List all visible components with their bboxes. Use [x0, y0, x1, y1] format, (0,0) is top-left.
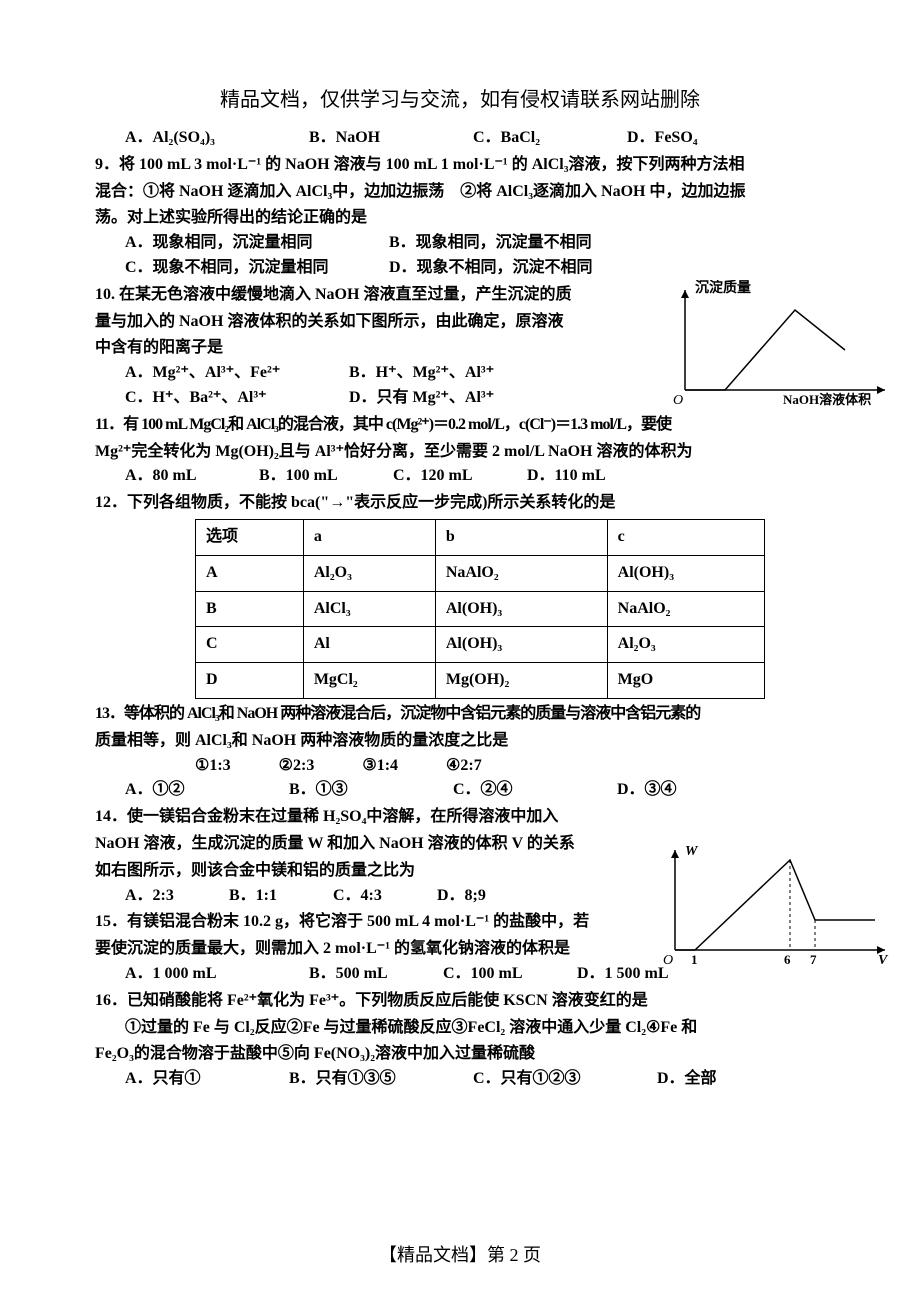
q9-opt-b: B．现象相同，沉淀量不相同 [389, 231, 592, 256]
q11-opt-a: A．80 mL [125, 464, 255, 489]
q10-opt-c: C．H⁺、Ba²⁺、Al³⁺ [125, 386, 345, 411]
q13-options: A．①② B．①③ C．②④ D．③④ [95, 778, 825, 803]
q12-stem: 12．下列各组物质，不能按 bca("→"表示反应一步完成)所示关系转化的是 [95, 491, 825, 516]
q11-stem1: 11．有 100 mL MgCl₂和 AlCl₃的混合液，其中 c(Mg²⁺)＝… [95, 413, 825, 438]
q13-opt-b: B．①③ [289, 778, 449, 803]
q9-row2: C．现象不相同，沉淀量相同 D．现象不相同，沉淀不相同 [95, 256, 825, 281]
q13-opt-c: C．②④ [453, 778, 613, 803]
q13-stem2: 质量相等，则 AlCl₃和 NaOH 两种溶液物质的量浓度之比是 [95, 729, 825, 754]
th-3: c [607, 519, 764, 555]
graph2-xlabel: V [878, 953, 889, 968]
cell: MgCl₂ [303, 663, 435, 699]
q16-opt-b: B．只有①③⑤ [289, 1067, 469, 1092]
table-row: A Al₂O₃ NaAlO₂ Al(OH)₃ [196, 555, 765, 591]
cell: D [196, 663, 304, 699]
q10-opt-b: B．H⁺、Mg²⁺、Al³⁺ [349, 361, 494, 386]
q10-graph: 沉淀质量 O NaOH溶液体积 [665, 280, 895, 410]
cell: Al(OH)₃ [435, 627, 607, 663]
origin-label: O [673, 393, 683, 408]
q9-stem2: 混合：①将 NaOH 逐滴加入 AlCl₃中，边加边振荡 ②将 AlCl₃逐滴加… [95, 180, 825, 205]
q16-options: A．只有① B．只有①③⑤ C．只有①②③ D．全部 [95, 1067, 825, 1092]
q8-opt-c: C．BaCl₂ [473, 126, 623, 151]
table-row: C Al Al(OH)₃ Al₂O₃ [196, 627, 765, 663]
graph2-ylabel: W [685, 844, 699, 859]
q9-stem3: 荡。对上述实验所得出的结论正确的是 [95, 206, 825, 231]
q8-opt-a: A．Al₂(SO₄)₃ [125, 126, 305, 151]
q13-opt-a: A．①② [125, 778, 285, 803]
q15-opt-a: A．1 000 mL [125, 962, 305, 987]
q9-opt-c: C．现象不相同，沉淀量相同 [125, 256, 385, 281]
cell: Al(OH)₃ [607, 555, 764, 591]
q9-stem1: 9．将 100 mL 3 mol·L⁻¹ 的 NaOH 溶液与 100 mL 1… [95, 153, 825, 178]
th-2: b [435, 519, 607, 555]
q11-options: A．80 mL B．100 mL C．120 mL D．110 mL [95, 464, 825, 489]
q13-stem1: 13．等体积的 AlCl₃和 NaOH 两种溶液混合后，沉淀物中含铝元素的质量与… [95, 702, 825, 727]
q8-options: A．Al₂(SO₄)₃ B．NaOH C．BaCl₂ D．FeSO₄ [95, 126, 825, 151]
q16-opt-d: D．全部 [657, 1067, 717, 1092]
table-row: D MgCl₂ Mg(OH)₂ MgO [196, 663, 765, 699]
cell: A [196, 555, 304, 591]
q8-opt-b: B．NaOH [309, 126, 469, 151]
th-0: 选项 [196, 519, 304, 555]
q14-stem1: 14．使一镁铝合金粉末在过量稀 H₂SO₄中溶解，在所得溶液中加入 [95, 805, 825, 830]
q9-opt-d: D．现象不相同，沉淀不相同 [389, 256, 593, 281]
q16-stem1: 16．已知硝酸能将 Fe²⁺氧化为 Fe³⁺。下列物质反应后能使 KSCN 溶液… [95, 989, 825, 1014]
q15-opt-b: B．500 mL [309, 962, 439, 987]
graph1-ylabel: 沉淀质量 [695, 280, 751, 296]
q16-stem3: Fe₂O₃的混合物溶于盐酸中⑤向 Fe(NO₃)₂溶液中加入过量稀硫酸 [95, 1042, 825, 1067]
cell: Al₂O₃ [607, 627, 764, 663]
cell: AlCl₃ [303, 591, 435, 627]
q10-opt-a: A．Mg²⁺、Al³⁺、Fe²⁺ [125, 361, 345, 386]
q11-opt-c: C．120 mL [393, 464, 523, 489]
graph2-x6: 6 [784, 952, 791, 967]
cell: B [196, 591, 304, 627]
cell: Mg(OH)₂ [435, 663, 607, 699]
q9-row1: A．现象相同，沉淀量相同 B．现象相同，沉淀量不相同 [95, 231, 825, 256]
cell: NaAlO₂ [435, 555, 607, 591]
q14-opt-a: A．2:3 [125, 884, 225, 909]
origin2-label: O [663, 953, 673, 968]
q10-opt-d: D．只有 Mg²⁺、Al³⁺ [349, 386, 494, 411]
cell: Al(OH)₃ [435, 591, 607, 627]
q13-opt-d: D．③④ [617, 778, 777, 803]
q11-opt-b: B．100 mL [259, 464, 389, 489]
q16-stem2: ①过量的 Fe 与 Cl₂反应②Fe 与过量稀硫酸反应③FeCl₂ 溶液中通入少… [95, 1016, 825, 1041]
graph1-xlabel: NaOH溶液体积 [783, 392, 871, 407]
page-header: 精品文档，仅供学习与交流，如有侵权请联系网站删除 [95, 85, 825, 116]
graph2-x7: 7 [810, 952, 817, 967]
q16-opt-a: A．只有① [125, 1067, 285, 1092]
q13-choices: ①1:3 ②2:3 ③1:4 ④2:7 [95, 754, 825, 779]
cell: Al [303, 627, 435, 663]
cell: C [196, 627, 304, 663]
cell: Al₂O₃ [303, 555, 435, 591]
q14-opt-d: D．8;9 [437, 884, 537, 909]
cell: NaAlO₂ [607, 591, 764, 627]
table-header-row: 选项 a b c [196, 519, 765, 555]
q12-table: 选项 a b c A Al₂O₃ NaAlO₂ Al(OH)₃ B AlCl₃ … [195, 519, 765, 699]
q14-graph: W O 1 6 7 V [650, 840, 895, 975]
q14-opt-c: C．4:3 [333, 884, 433, 909]
q8-opt-d: D．FeSO₄ [627, 126, 777, 151]
q14-opt-b: B．1:1 [229, 884, 329, 909]
q16-opt-c: C．只有①②③ [473, 1067, 653, 1092]
q9-opt-a: A．现象相同，沉淀量相同 [125, 231, 385, 256]
table-row: B AlCl₃ Al(OH)₃ NaAlO₂ [196, 591, 765, 627]
q15-opt-c: C．100 mL [443, 962, 573, 987]
graph2-x1: 1 [691, 952, 698, 967]
q11-stem2: Mg²⁺完全转化为 Mg(OH)₂且与 Al³⁺恰好分离，至少需要 2 mol/… [95, 440, 825, 465]
q11-opt-d: D．110 mL [527, 464, 657, 489]
cell: MgO [607, 663, 764, 699]
page-footer: 【精品文档】第 2 页 [0, 1242, 920, 1270]
th-1: a [303, 519, 435, 555]
